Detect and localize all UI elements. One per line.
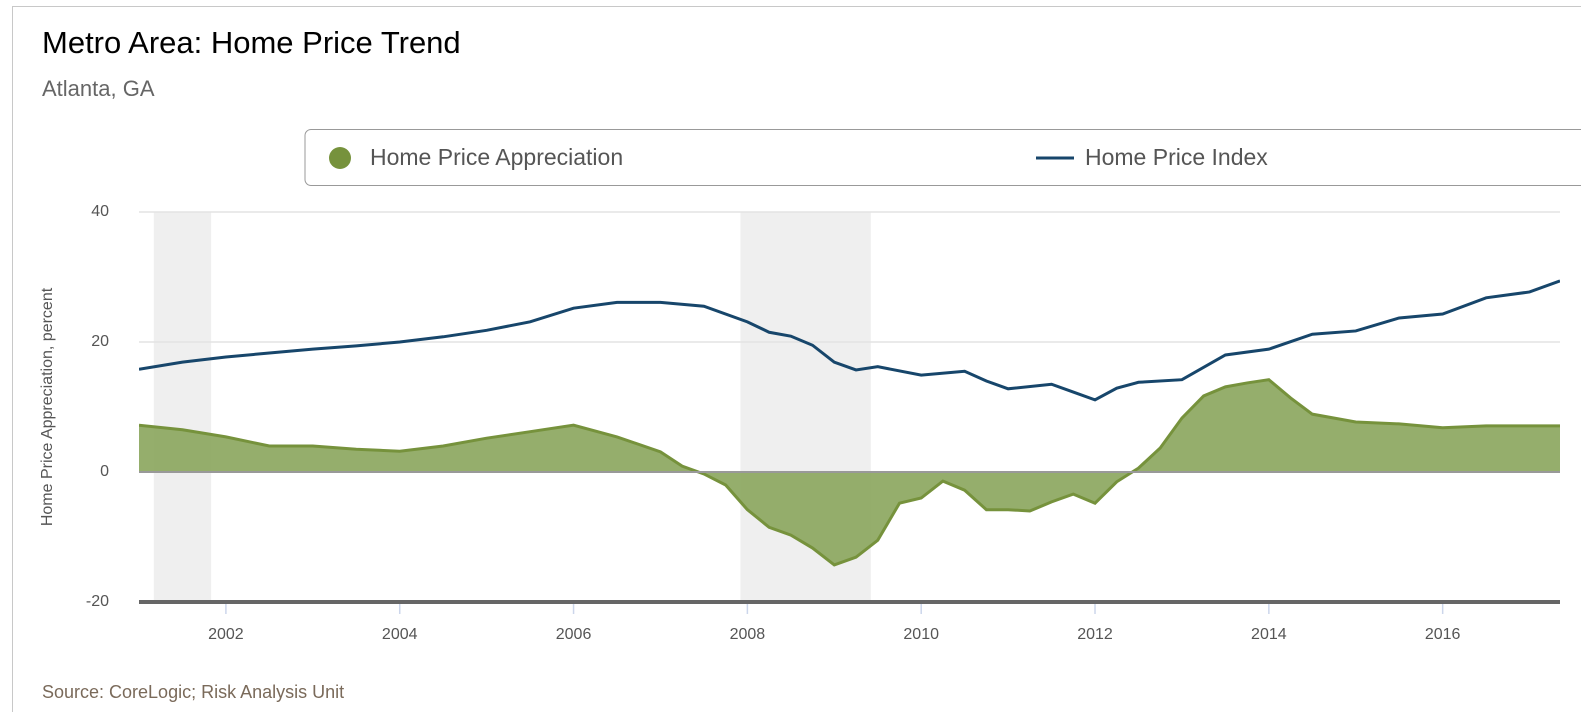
legend-label: Home Price Index (1085, 144, 1268, 170)
recession-band (153, 212, 212, 602)
y-tick-label: 20 (91, 333, 109, 350)
x-tick-label: 2002 (208, 626, 244, 643)
y-tick-label: 0 (100, 463, 109, 480)
y-tick-label: 40 (91, 203, 109, 220)
area-line (139, 378, 1560, 567)
legend-box (304, 129, 1581, 186)
source-note: Source: CoreLogic; Risk Analysis Unit (42, 682, 344, 702)
x-tick-label: 2004 (382, 626, 418, 643)
legend-label: Home Price Appreciation (370, 144, 623, 170)
y-axis-label: Home Price Appreciation, percent (39, 287, 56, 526)
chart-subtitle: Atlanta, GA (42, 76, 155, 101)
y-tick-label: -20 (86, 593, 109, 610)
x-tick-label: 2008 (730, 626, 766, 643)
legend-swatch (329, 147, 351, 169)
x-tick-label: 2014 (1251, 626, 1287, 643)
x-tick-label: 2016 (1425, 626, 1461, 643)
chart-title: Metro Area: Home Price Trend (42, 25, 461, 60)
x-tick-label: 2012 (1077, 626, 1113, 643)
x-tick-label: 2010 (903, 626, 939, 643)
plot (139, 211, 1560, 602)
index-line (139, 279, 1560, 402)
x-tick-label: 2006 (556, 626, 592, 643)
